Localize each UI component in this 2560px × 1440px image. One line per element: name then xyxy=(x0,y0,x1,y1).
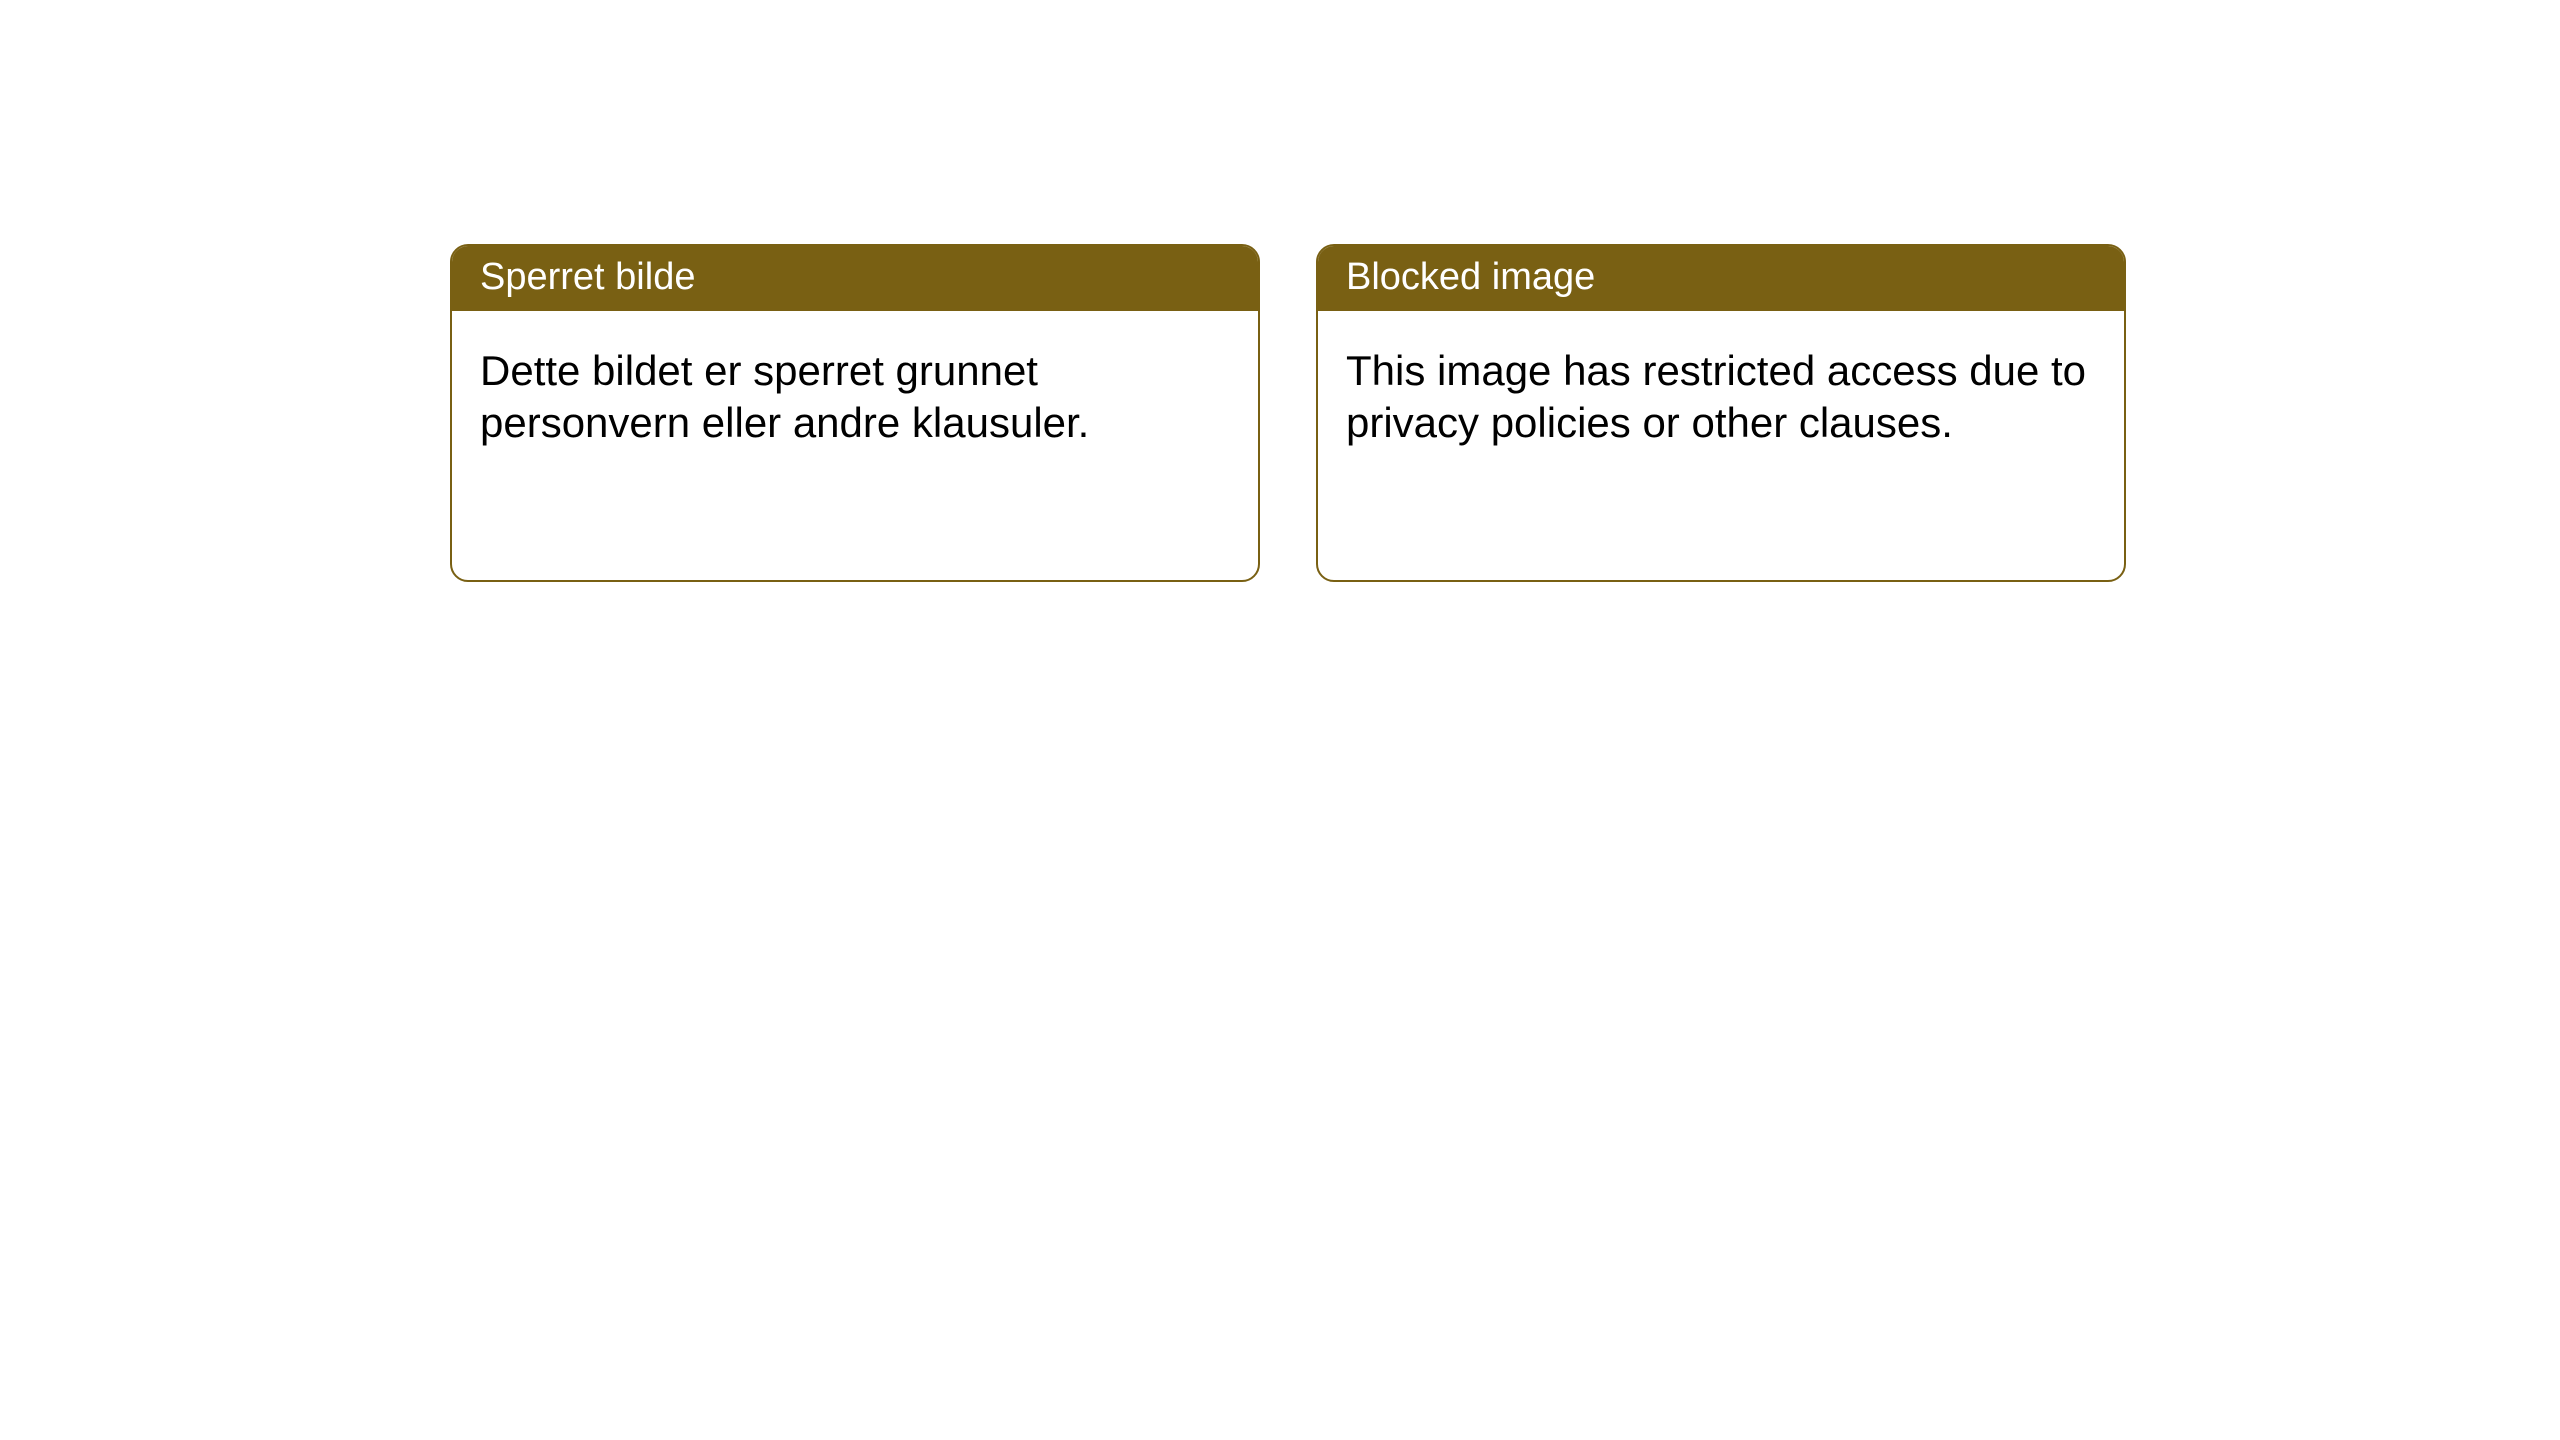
notice-body-english: This image has restricted access due to … xyxy=(1318,311,2124,478)
notice-title-norwegian: Sperret bilde xyxy=(452,246,1258,311)
notice-card-english: Blocked image This image has restricted … xyxy=(1316,244,2126,582)
notice-title-english: Blocked image xyxy=(1318,246,2124,311)
notice-body-norwegian: Dette bildet er sperret grunnet personve… xyxy=(452,311,1258,478)
notice-container: Sperret bilde Dette bildet er sperret gr… xyxy=(0,0,2560,582)
notice-card-norwegian: Sperret bilde Dette bildet er sperret gr… xyxy=(450,244,1260,582)
